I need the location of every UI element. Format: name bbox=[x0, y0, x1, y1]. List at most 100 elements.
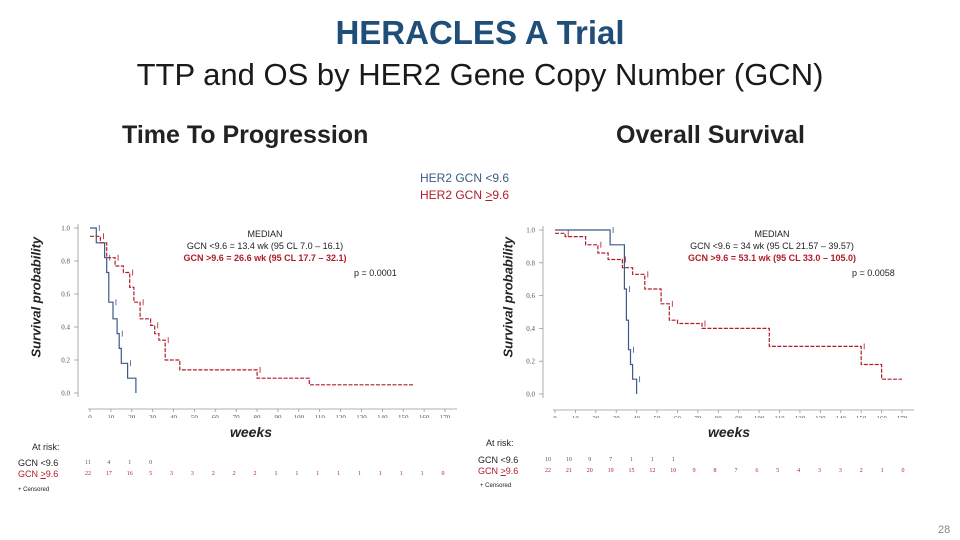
ttp-x-tick-label: 120 bbox=[335, 414, 346, 418]
os-risk-low-value: 1 bbox=[672, 457, 675, 463]
ttp-risk-high-value: 1 bbox=[316, 471, 319, 477]
os-risk-high-value: 0 bbox=[902, 468, 905, 474]
os-y-tick-label: 1.0 bbox=[526, 227, 535, 235]
os-risk-low-value: 9 bbox=[588, 457, 591, 463]
ttp-risk-high-value: 17 bbox=[106, 471, 112, 477]
os-risk-high-value: 4 bbox=[797, 468, 800, 474]
os-x-tick-label: 30 bbox=[613, 415, 621, 418]
os-y-tick-label: 0.0 bbox=[526, 391, 535, 399]
ttp-risk-high-value: 22 bbox=[85, 471, 91, 477]
ttp-x-tick-label: 30 bbox=[149, 414, 157, 418]
os-risk-high-value: 2 bbox=[860, 468, 863, 474]
ttp-risk-low-value: 4 bbox=[107, 460, 110, 466]
ttp-series-low bbox=[90, 227, 137, 393]
ttp-risk-low-value: 11 bbox=[85, 460, 91, 466]
os-series-low bbox=[555, 229, 638, 394]
ttp-risk-high-value: 0 bbox=[442, 471, 445, 477]
os-risk-low-value: 1 bbox=[630, 457, 633, 463]
ttp-risk-high-value: 1 bbox=[295, 471, 298, 477]
os-median-high: GCN >9.6 = 53.1 wk (95 CL 33.0 – 105.0) bbox=[688, 253, 856, 263]
ttp-y-tick-label: 1.0 bbox=[61, 225, 70, 233]
ttp-x-tick-label: 160 bbox=[419, 414, 430, 418]
os-median-title: MEDIAN bbox=[754, 229, 790, 239]
legend-item-low: HER2 GCN <9.6 bbox=[420, 171, 510, 185]
slide-title: HERACLES A Trial bbox=[335, 14, 625, 51]
ttp-x-tick-label: 150 bbox=[398, 414, 409, 418]
ttp-y-tick-label: 0.8 bbox=[61, 258, 70, 266]
ttp-pvalue: p = 0.0001 bbox=[354, 268, 397, 278]
ttp-y-tick-label: 0.6 bbox=[61, 291, 70, 299]
os-risk-high-value: 7 bbox=[734, 468, 737, 474]
os-y-tick-label: 0.6 bbox=[526, 292, 535, 300]
os-x-tick-label: 150 bbox=[856, 415, 867, 418]
ttp-x-tick-label: 20 bbox=[128, 414, 136, 418]
os-risk-high-value: 5 bbox=[776, 468, 779, 474]
os-x-tick-label: 50 bbox=[654, 415, 662, 418]
ttp-x-tick-label: 140 bbox=[377, 414, 388, 418]
ttp-risk-table: 11 4 1 022 17 16 5 3 3 2 2 2 1 1 1 1 1 1 1 1 0 bbox=[85, 460, 445, 477]
ttp-risk-low-value: 1 bbox=[128, 460, 131, 466]
os-x-axis-label: weeks bbox=[708, 424, 751, 440]
os-x-tick-label: 100 bbox=[754, 415, 765, 418]
ttp-risk-high-value: 2 bbox=[212, 471, 215, 477]
ttp-median-low: GCN <9.6 = 13.4 wk (95 CL 7.0 – 16.1) bbox=[186, 241, 344, 251]
os-risk-high-value: 10 bbox=[670, 468, 676, 474]
ttp-x-tick-label: 60 bbox=[212, 414, 220, 418]
ttp-y-tick-label: 0.0 bbox=[61, 390, 70, 398]
ttp-risk-high-value: 3 bbox=[170, 471, 173, 477]
ttp-risk-high-value: 1 bbox=[379, 471, 382, 477]
ttp-risk-high-value: 1 bbox=[274, 471, 277, 477]
ttp-x-tick-label: 10 bbox=[107, 414, 115, 418]
ttp-risk-low-value: 0 bbox=[149, 460, 152, 466]
os-risk-high-value: 22 bbox=[545, 468, 551, 474]
ttp-y-tick-label: 0.2 bbox=[61, 357, 70, 365]
os-series-high bbox=[555, 232, 902, 380]
ttp-chart: 0.0 0.2 0.4 0.6 0.8 1.0 0 10 20 30 40 50 60 70 80 90 100… bbox=[61, 224, 457, 418]
os-x-tick-label: 90 bbox=[735, 415, 743, 418]
os-at-risk-label: At risk: bbox=[486, 438, 514, 448]
os-risk-table: 10 10 9 7 1 1 122 21 20 19 15 12 10 9 8 7 6 5 4 3 3 2 1 0 bbox=[545, 457, 905, 474]
os-x-tick-label: 10 bbox=[572, 415, 580, 418]
os-risk-high-value: 12 bbox=[649, 468, 655, 474]
os-risk-high-value: 19 bbox=[608, 468, 614, 474]
ttp-risk-high-value: 1 bbox=[337, 471, 340, 477]
ttp-median-high: GCN >9.6 = 26.6 wk (95 CL 17.7 – 32.1) bbox=[183, 253, 347, 263]
ttp-risk-low-label: GCN <9.6 bbox=[18, 458, 59, 468]
os-risk-high-value: 15 bbox=[629, 468, 635, 474]
os-y-tick-label: 0.4 bbox=[526, 325, 535, 333]
os-risk-high-label: GCN >9.6 bbox=[478, 466, 519, 476]
legend: HER2 GCN <9.6 HER2 GCN >9.6 bbox=[420, 170, 509, 204]
ttp-risk-high-value: 5 bbox=[149, 471, 152, 477]
os-risk-high-value: 6 bbox=[755, 468, 758, 474]
ttp-risk-high-value: 3 bbox=[191, 471, 194, 477]
os-risk-low-label: GCN <9.6 bbox=[478, 455, 519, 465]
os-x-tick-label: 70 bbox=[694, 415, 702, 418]
os-risk-low-value: 7 bbox=[609, 457, 612, 463]
os-x-tick-label: 130 bbox=[815, 415, 826, 418]
ttp-x-tick-label: 90 bbox=[274, 414, 282, 418]
ttp-x-tick-label: 130 bbox=[356, 414, 367, 418]
os-panel-title: Overall Survival bbox=[616, 121, 806, 149]
os-risk-high-value: 3 bbox=[839, 468, 842, 474]
os-x-tick-label: 110 bbox=[774, 415, 785, 418]
ttp-x-tick-label: 110 bbox=[315, 414, 326, 418]
os-risk-high-value: 9 bbox=[693, 468, 696, 474]
ttp-x-axis-label: weeks bbox=[230, 424, 273, 440]
ttp-median-title: MEDIAN bbox=[247, 229, 283, 239]
ttp-x-tick-label: 100 bbox=[294, 414, 305, 418]
os-pvalue: p = 0.0058 bbox=[852, 268, 895, 278]
ttp-risk-high-value: 1 bbox=[421, 471, 424, 477]
os-chart: 0.0 0.2 0.4 0.6 0.8 1.0 0 10 20 30 40 50 60 70 80 90 100… bbox=[526, 226, 914, 418]
os-x-tick-label: 160 bbox=[876, 415, 887, 418]
ttp-risk-high-value: 1 bbox=[400, 471, 403, 477]
os-x-tick-label: 120 bbox=[795, 415, 806, 418]
ttp-x-tick-label: 50 bbox=[191, 414, 199, 418]
os-x-tick-label: 80 bbox=[715, 415, 723, 418]
os-censored-note: + Censored bbox=[480, 483, 512, 489]
os-risk-low-value: 10 bbox=[545, 457, 551, 463]
ttp-risk-high-value: 2 bbox=[254, 471, 257, 477]
ttp-risk-high-label: GCN >9.6 bbox=[18, 469, 59, 479]
ttp-x-tick-label: 70 bbox=[233, 414, 241, 418]
ttp-at-risk-label: At risk: bbox=[32, 442, 60, 452]
os-x-tick-label: 140 bbox=[836, 415, 847, 418]
